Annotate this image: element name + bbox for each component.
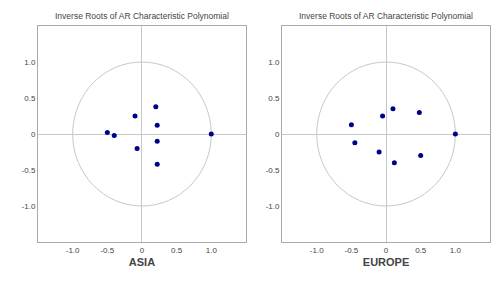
svg-text:-0.5: -0.5 <box>22 166 36 175</box>
svg-text:EUROPE: EUROPE <box>363 256 409 268</box>
svg-text:0: 0 <box>140 246 145 255</box>
svg-text:-1.0: -1.0 <box>66 246 80 255</box>
svg-text:ASIA: ASIA <box>129 256 155 268</box>
svg-text:1.0: 1.0 <box>450 246 462 255</box>
svg-text:-1.0: -1.0 <box>22 202 36 211</box>
svg-text:Inverse Roots of AR Characteri: Inverse Roots of AR Characteristic Polyn… <box>55 11 229 21</box>
svg-text:1.0: 1.0 <box>24 58 36 67</box>
svg-text:-1.0: -1.0 <box>266 202 280 211</box>
svg-text:Inverse Roots of AR Characteri: Inverse Roots of AR Characteristic Polyn… <box>299 11 473 21</box>
svg-text:0.5: 0.5 <box>24 94 36 103</box>
svg-text:-1.0: -1.0 <box>310 246 324 255</box>
svg-text:0.5: 0.5 <box>268 94 280 103</box>
svg-text:0: 0 <box>31 130 36 139</box>
svg-text:-0.5: -0.5 <box>266 166 280 175</box>
svg-text:0: 0 <box>275 130 280 139</box>
svg-text:0: 0 <box>384 246 389 255</box>
svg-text:0.5: 0.5 <box>415 246 427 255</box>
svg-text:0.5: 0.5 <box>171 246 183 255</box>
svg-text:1.0: 1.0 <box>206 246 218 255</box>
svg-text:-0.5: -0.5 <box>344 246 358 255</box>
svg-text:1.0: 1.0 <box>268 58 280 67</box>
svg-text:-0.5: -0.5 <box>100 246 114 255</box>
